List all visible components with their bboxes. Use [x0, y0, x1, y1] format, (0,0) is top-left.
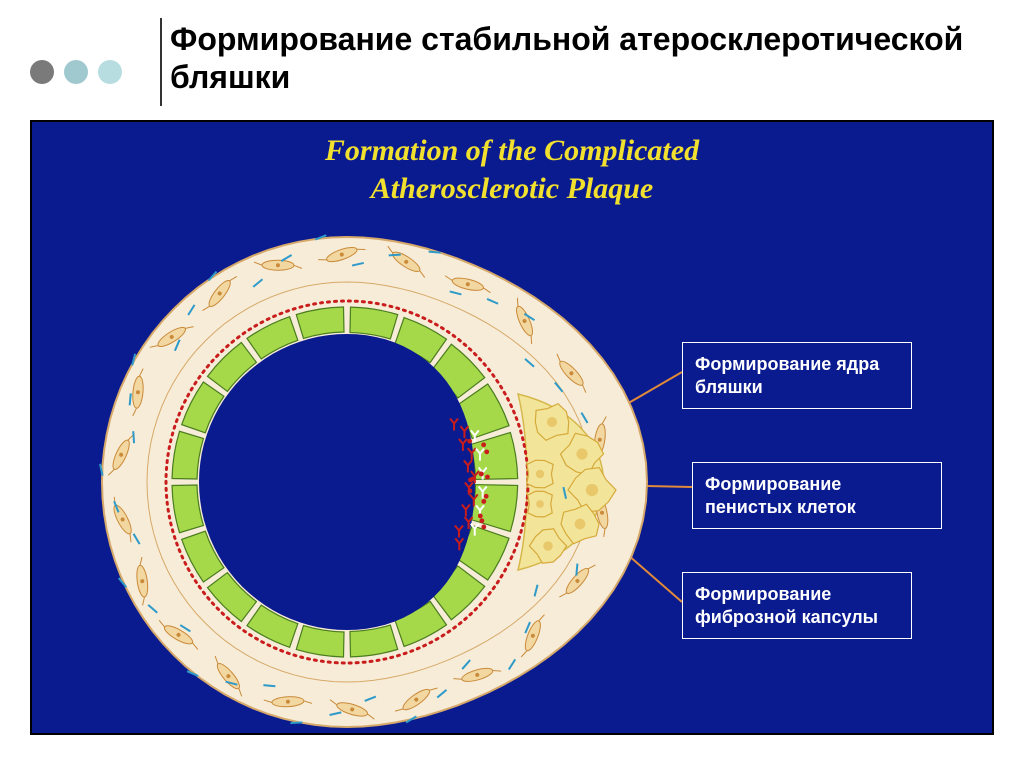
artery-diagram — [97, 222, 597, 722]
bullet-3 — [98, 60, 122, 84]
diagram-panel: Formation of the Complicated Atheroscler… — [30, 120, 994, 735]
decorative-bullets — [30, 60, 122, 84]
callout-capsule: Формирование фиброзной капсулы — [682, 572, 912, 639]
callout-foam: Формирование пенистых клеток — [692, 462, 942, 529]
slide: Формирование стабильной атеросклеротичес… — [0, 0, 1024, 768]
title-rule — [160, 18, 162, 106]
callout-core: Формирование ядра бляшки — [682, 342, 912, 409]
bullet-1 — [30, 60, 54, 84]
slide-title: Формирование стабильной атеросклеротичес… — [170, 20, 1024, 97]
bullet-2 — [64, 60, 88, 84]
